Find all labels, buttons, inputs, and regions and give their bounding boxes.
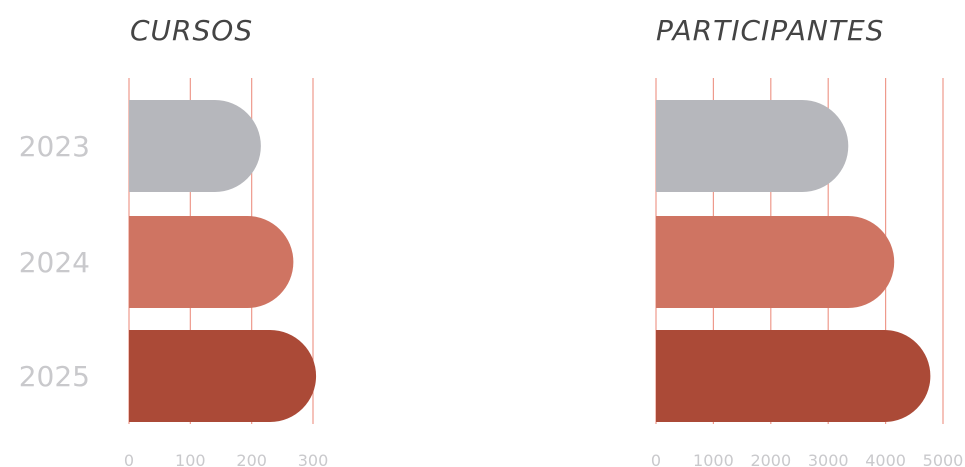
cursos-tick-label: 300 bbox=[298, 451, 329, 467]
cursos-bar-2023 bbox=[129, 100, 261, 192]
participantes-tick-label: 3000 bbox=[808, 451, 849, 467]
cursos-bar-2024 bbox=[129, 216, 293, 308]
cursos-chart: CURSOS 2023 2024 2025 0 100 200 300 bbox=[19, 14, 329, 467]
participantes-tick-labels: 0 1000 2000 3000 4000 5000 bbox=[651, 451, 963, 467]
cursos-tick-label: 200 bbox=[236, 451, 267, 467]
participantes-bar-2025 bbox=[656, 330, 930, 422]
participantes-bar-2024 bbox=[656, 216, 894, 308]
participantes-tick-label: 5000 bbox=[923, 451, 964, 467]
participantes-tick-label: 1000 bbox=[693, 451, 734, 467]
year-label: 2023 bbox=[19, 130, 90, 163]
participantes-chart-title: PARTICIPANTES bbox=[656, 14, 884, 47]
participantes-bar-2023 bbox=[656, 100, 848, 192]
cursos-tick-label: 0 bbox=[124, 451, 134, 467]
cursos-tick-label: 100 bbox=[175, 451, 206, 467]
cursos-chart-title: CURSOS bbox=[130, 14, 253, 47]
participantes-tick-label: 4000 bbox=[865, 451, 906, 467]
cursos-bar-2025 bbox=[129, 330, 316, 422]
participantes-tick-label: 2000 bbox=[750, 451, 791, 467]
participantes-chart: PARTICIPANTES 0 1000 2000 3000 4000 5000 bbox=[651, 14, 963, 467]
cursos-bars bbox=[129, 100, 316, 422]
cursos-tick-labels: 0 100 200 300 bbox=[124, 451, 328, 467]
participantes-tick-label: 0 bbox=[651, 451, 661, 467]
cursos-category-labels: 2023 2024 2025 bbox=[19, 130, 90, 393]
participantes-bars bbox=[656, 100, 930, 422]
year-label: 2024 bbox=[19, 246, 90, 279]
year-label: 2025 bbox=[19, 360, 90, 393]
